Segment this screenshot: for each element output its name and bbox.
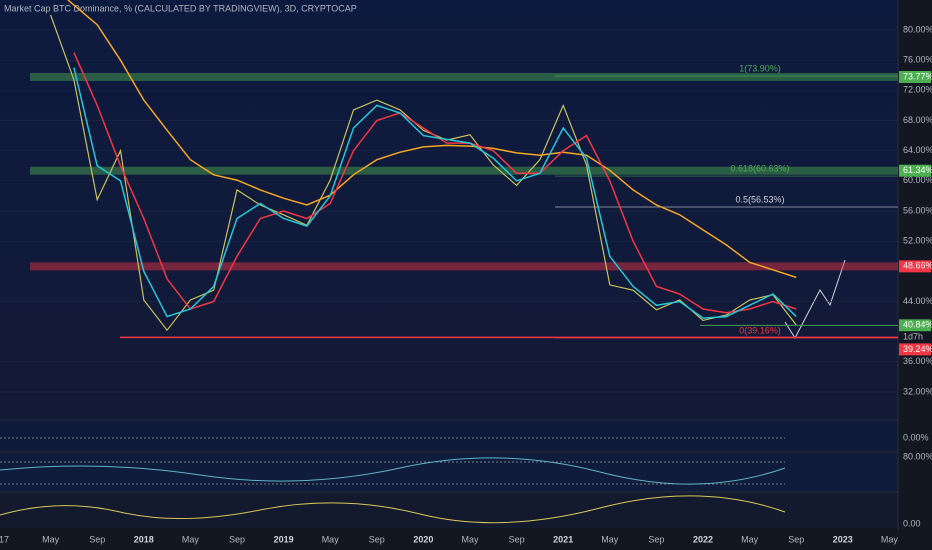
x-tick-label: Sep [648,534,664,544]
indicator-label: 80.00% [903,451,932,461]
y-tick-label: 52.00% [903,236,932,246]
y-tick-label: 68.00% [903,115,932,125]
y-tick-label: 56.00% [903,205,932,215]
x-tick-label: May [461,534,479,544]
zone [30,262,898,271]
y-tick-label: 80.00% [903,24,932,34]
zone [30,166,898,175]
x-tick-label: Sep [788,534,804,544]
level-label: 73.77% [903,71,932,81]
rsi-pane [0,452,898,492]
x-tick-label: May [42,534,60,544]
level-label-box [899,260,931,273]
osc-line [0,495,786,524]
fib-label: 0.618(60.63%) [730,163,789,173]
y-tick-label: 44.00% [903,296,932,306]
countdown: 1d7h [903,332,923,342]
y-tick-label: 64.00% [903,145,932,155]
x-tick-label: May [741,534,759,544]
x-tick-label: 2021 [553,534,573,544]
x-tick-label: 17 [0,534,9,544]
series-line [73,52,797,314]
price-pane [0,0,898,420]
chart-title: Market Cap BTC Dominance, % (CALCULATED … [4,3,357,13]
x-tick-label: Sep [89,534,105,544]
x-tick-label: 2019 [274,534,294,544]
third-pane [0,492,898,528]
fib-label: 1(73.90%) [739,63,781,73]
x-tick-label: May [182,534,200,544]
x-tick-label: 2022 [693,534,713,544]
y-tick-label: 76.00% [903,55,932,65]
level-label: 48.66% [903,261,932,271]
x-tick-label: 2023 [833,534,853,544]
macd-pane [0,420,898,452]
y-tick-label: 72.00% [903,85,932,95]
x-tick-label: Sep [509,534,525,544]
x-tick-label: 2020 [413,534,433,544]
x-tick-label: Sep [229,534,245,544]
indicator-label: 0.00% [903,432,929,442]
fib-label: 0(39.16%) [739,325,781,335]
x-tick-label: May [881,534,899,544]
x-tick-label: May [601,534,619,544]
x-tick-label: Sep [369,534,385,544]
countdown-box [899,331,931,343]
projection [784,259,846,340]
indicator-label: 0.00 [903,518,921,528]
level-label: 39.24% [903,344,932,354]
level-label: 61.34% [903,165,932,175]
series-line [73,67,797,319]
y-tick-label: 36.00% [903,356,932,366]
level-label-box [899,343,931,356]
y-tick-label: 60.00% [903,175,932,185]
series-line [66,0,797,279]
zone [30,72,898,81]
rsi-line [0,457,786,485]
x-tick-label: 2018 [134,534,154,544]
x-tick-label: May [322,534,340,544]
level-label-box [899,164,931,177]
y-tick-label: 32.00% [903,386,932,396]
level-label-box [899,70,931,83]
current-label-box [899,319,931,332]
current-label: 40.84% [903,320,932,330]
fib-label: 0.5(56.53%) [735,194,784,204]
